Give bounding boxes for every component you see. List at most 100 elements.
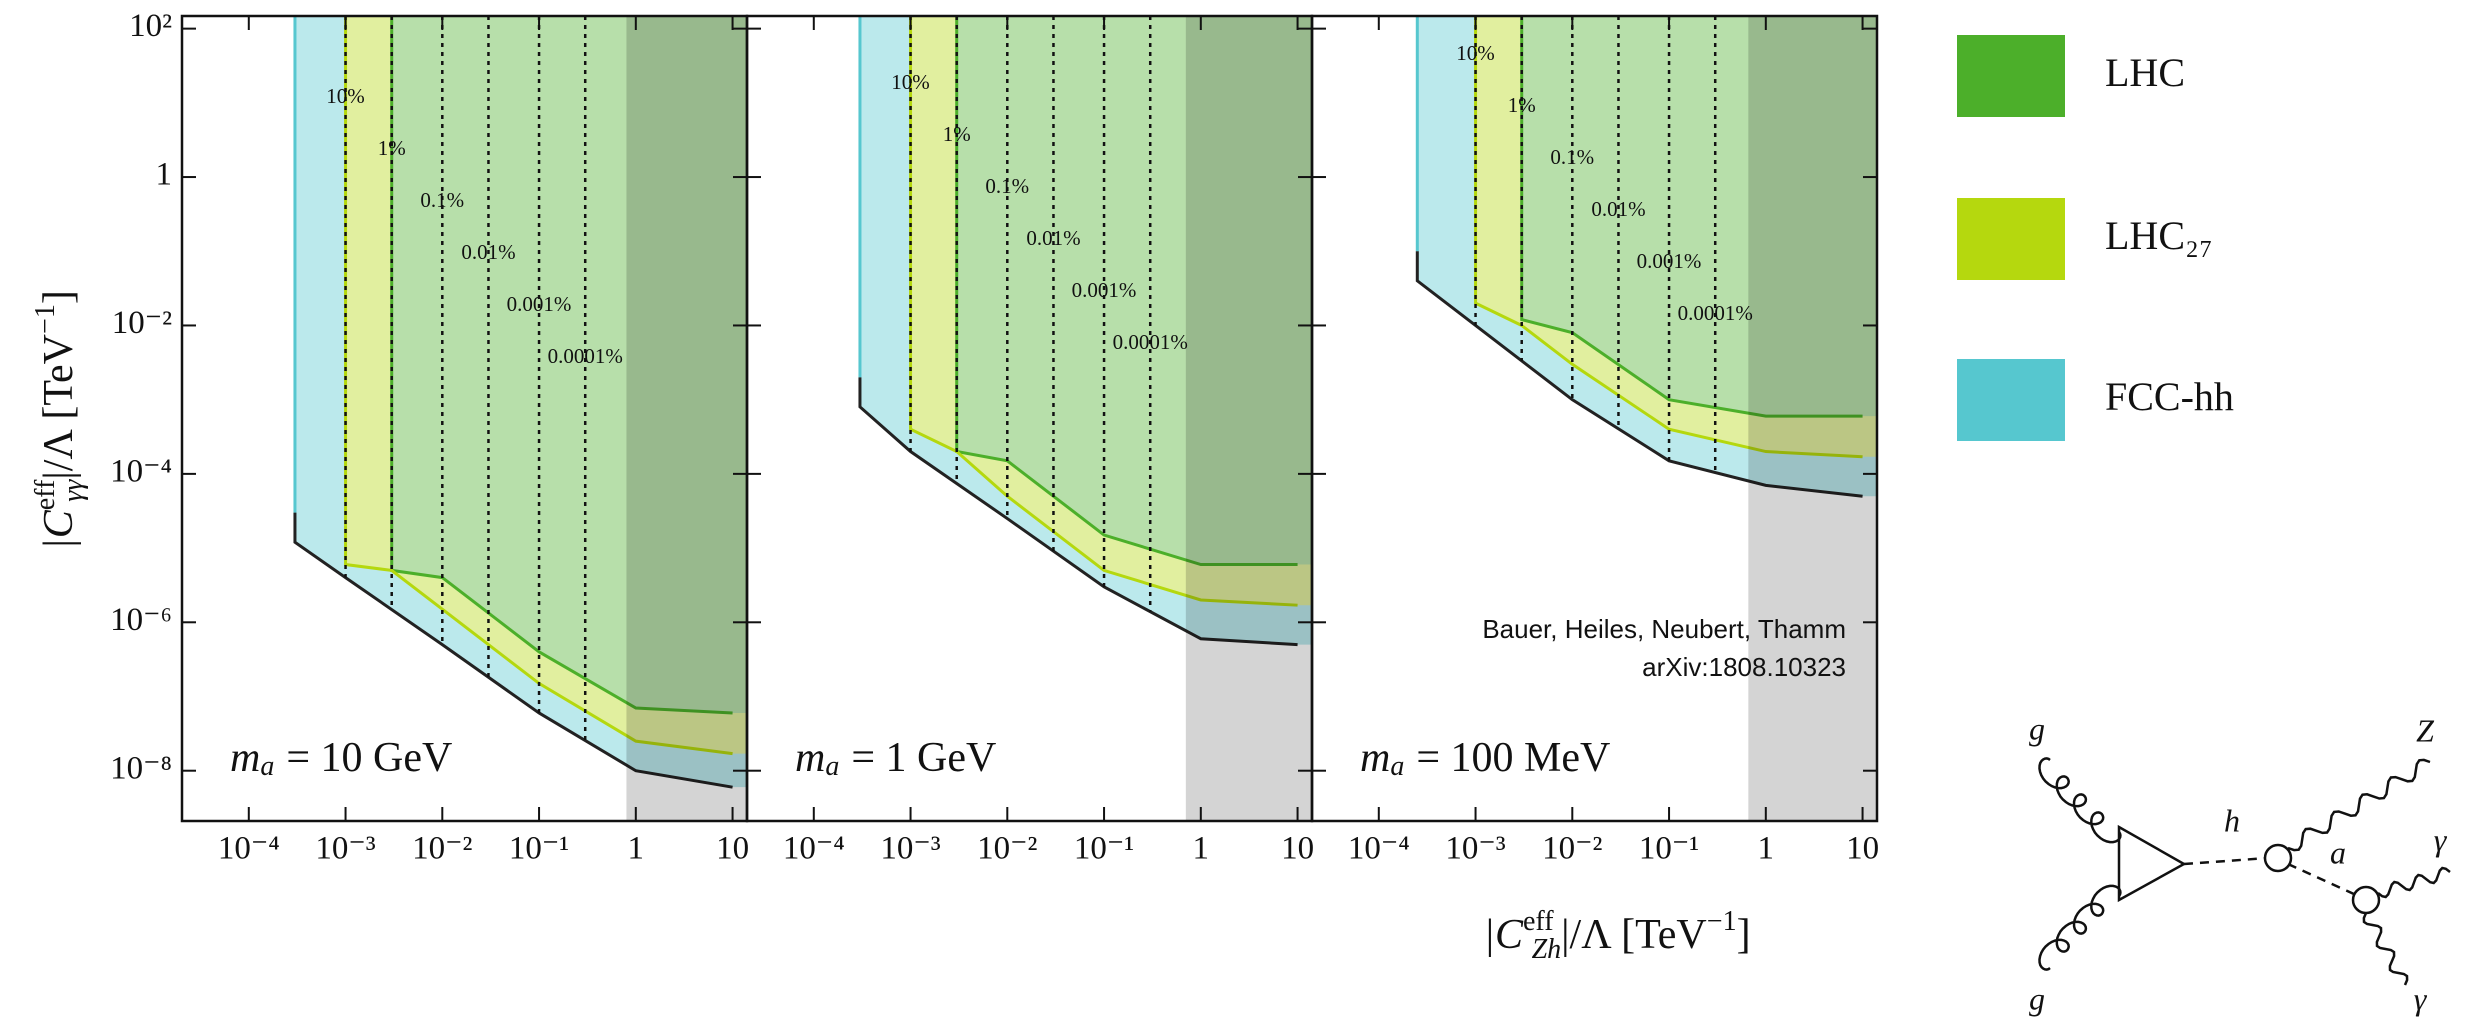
mass-value: = 10 GeV [286,735,452,781]
x-tick-label: 10⁻¹ [1074,831,1134,867]
diagram-label: a [2330,834,2346,870]
contour-label: 0.001% [507,292,572,316]
contour-label: 10% [1456,41,1495,65]
mass-subscript: a [825,751,839,782]
y-tick-label: 10² [129,8,172,44]
axis-label: |Ceffγγ|/Λ [TeV−1] [30,290,89,550]
legend-label: FCC-hh [2105,374,2234,419]
axis-label-part: −1 [30,304,61,334]
mass-subscript: a [260,751,274,782]
contour-label: 1% [943,122,971,146]
contour-label: 0.01% [1591,197,1645,221]
triangle-loop [2119,827,2184,900]
feynman-diagram [2040,758,2451,985]
gluon [2040,886,2121,970]
x-tick-label: 1 [628,831,645,867]
axis-label-part: |/Λ [TeV [36,334,82,480]
x-tick-label: 1 [1193,831,1210,867]
contour-label: 0.001% [1072,278,1137,302]
vertex-blob [2265,845,2291,871]
axis-label-part: |/Λ [TeV [1561,912,1707,958]
x-tick-label: 10⁻³ [1445,831,1505,867]
contour-label: 10% [326,84,365,108]
contour-label: 10% [891,70,930,94]
mass-value: = 1 GeV [851,735,996,781]
mass-label: ma = 10 GeV [230,735,452,783]
axis-label-part: eff [1523,906,1554,937]
x-tick-label: 10⁻² [977,831,1037,867]
axis-label-part: ] [1737,912,1751,958]
contour-label: 0.0001% [1113,330,1188,354]
y-tick-label: 1 [156,157,173,193]
x-tick-label: 10 [1281,831,1314,867]
y-tick-label: 10⁻² [112,305,172,341]
z-boson [2288,760,2430,850]
legend-swatch [1957,198,2065,280]
panel: 10% 1% 0.1% 0.01% 0.001% 0.0001% 10⁻⁴ 10⁻³ 10⁻² 1… [747,16,1314,867]
contour-label: 1% [1508,93,1536,117]
contour-label: 0.001% [1637,249,1702,273]
mass-symbol: m [230,735,260,781]
contour-label: 0.1% [985,174,1029,198]
plot-area: 10% 1% 0.1% 0.01% 0.001% 0.0001% [295,16,747,821]
credit: arXiv:1808.10323 [1642,652,1846,682]
panel: 10% 1% 0.1% 0.01% 0.001% 0.0001% 10⁻⁴ 10⁻³ 10⁻² 1… [1312,16,1879,867]
y-tick-label: 10⁻⁴ [110,453,172,489]
diagram-label: γ [2414,980,2428,1016]
x-tick-label: 10⁻² [412,831,472,867]
diagram-label: g [2029,710,2045,746]
axis-label-part: |C [1483,912,1524,958]
x-tick-label: 10⁻³ [315,831,375,867]
x-tick-label: 10⁻¹ [1639,831,1699,867]
contour-label: 1% [378,136,406,160]
shaded-band [626,16,747,821]
x-tick-label: 10⁻² [1542,831,1602,867]
x-tick-label: 10⁻⁴ [218,831,280,867]
page: 10%1%0.1%0.01%0.001%0.0001%10⁻⁴10⁻³10⁻²1… [0,0,2485,1017]
diagram-label: h [2224,802,2240,838]
contour-label: 0.1% [1550,145,1594,169]
x-tick-label: 10⁻³ [880,831,940,867]
mass-symbol: m [1360,735,1390,781]
legend-swatch [1957,359,2065,441]
contour-label: 0.01% [1026,226,1080,250]
legend-label: LHC [2105,50,2185,95]
x-tick-label: 10⁻⁴ [783,831,845,867]
plot-area: 10% 1% 0.1% 0.01% 0.001% 0.0001% [1417,16,1877,821]
axis-label-part: γγ [58,479,89,502]
axis-label-part: ] [36,290,82,304]
contour-label: 0.1% [420,188,464,212]
diagram-label: g [2029,980,2045,1016]
plot-area: 10% 1% 0.1% 0.01% 0.001% 0.0001% [860,16,1312,821]
x-tick-label: 1 [1758,831,1775,867]
y-tick-label: 10⁻⁶ [110,602,172,638]
y-tick-label: 10⁻⁸ [110,750,172,786]
mass-label: ma = 1 GeV [795,735,996,783]
gluon [2040,758,2121,842]
contour-label: 0.0001% [1678,301,1753,325]
mass-symbol: m [795,735,825,781]
contour-label: 0.0001% [548,344,623,368]
mass-label: ma = 100 MeV [1360,735,1610,783]
mass-value: = 100 MeV [1416,735,1610,781]
diagram-label: Z [2416,712,2435,748]
shaded-band [1748,16,1877,821]
credit: Bauer, Heiles, Neubert, Thamm [1482,614,1846,644]
mass-subscript: a [1390,751,1404,782]
axis-label-part: eff [30,479,61,510]
contour-label: 0.01% [461,240,515,264]
vertex-blob [2353,887,2379,913]
diagram-label: γ [2434,821,2448,857]
x-tick-label: 10 [716,831,749,867]
axis-label-part: |C [36,509,82,550]
panel: 10% 1% 0.1% 0.01% 0.001% 0.0001% 10⁻⁴ 10⁻³ 10⁻² 1… [110,8,749,866]
axis-label-part: Zh [1532,934,1562,965]
legend-label: LHC₂₇ [2105,213,2213,258]
higgs-propagator [2184,858,2268,864]
photon [2378,868,2450,897]
x-tick-label: 10⁻⁴ [1348,831,1410,867]
axis-label-part: −1 [1707,906,1737,937]
x-tick-label: 10⁻¹ [509,831,569,867]
